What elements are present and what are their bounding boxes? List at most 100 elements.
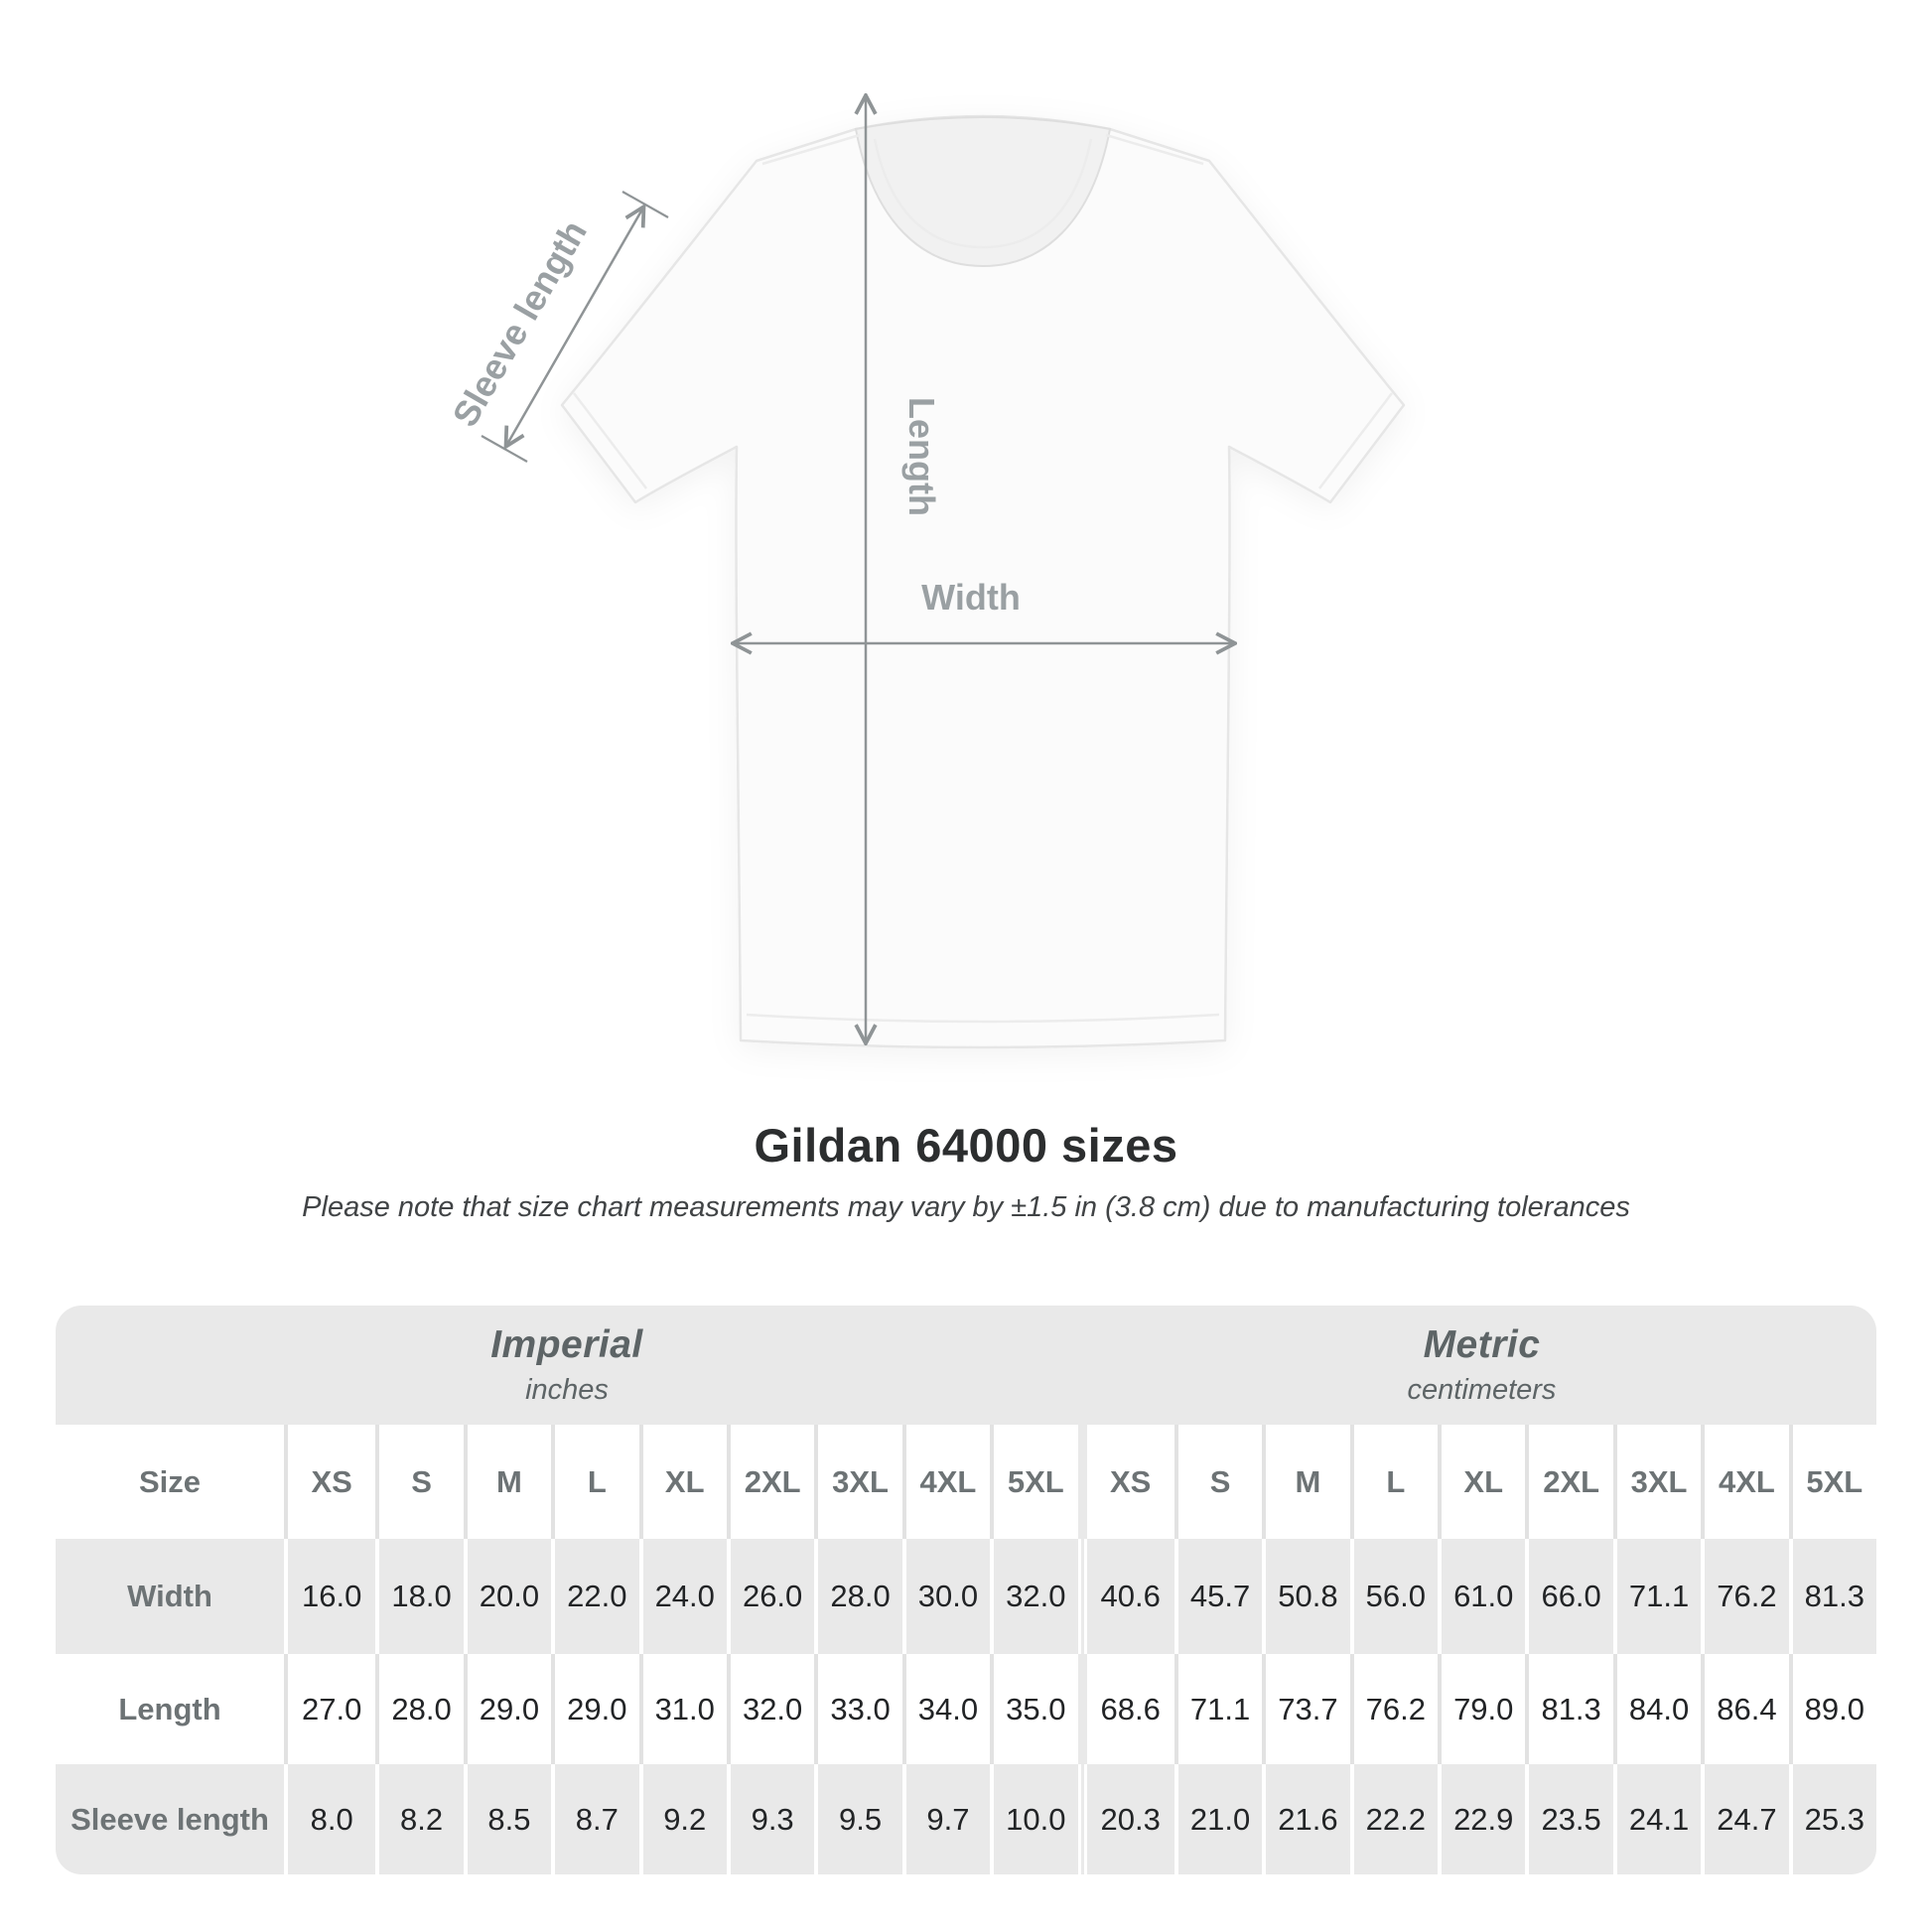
tshirt-body (560, 114, 1406, 1049)
value-cell: 40.6 (1100, 1579, 1161, 1613)
value-cell: 71.1 (1612, 1539, 1701, 1654)
value-cell: 76.2 (1349, 1654, 1438, 1764)
value-cell: 25.3 (1788, 1764, 1876, 1874)
value-cell: 8.0 (310, 1801, 353, 1837)
size-header-cell: S (375, 1425, 463, 1539)
value-cell: 24.7 (1701, 1764, 1788, 1874)
value-cell: 79.0 (1438, 1654, 1525, 1764)
value-cell: 81.3 (1788, 1539, 1876, 1654)
table-row-sleeve-length: Sleeve length 8.0 8.2 8.5 8.7 9.2 9.3 9.5 9.7 10… (56, 1764, 1876, 1874)
size-header-cell: S (1173, 1425, 1262, 1539)
left-shoulder-seam (761, 133, 861, 166)
size-header-cell: XS (1110, 1463, 1152, 1499)
value-cell: 8.2 (375, 1764, 463, 1874)
row-label: Length (56, 1654, 288, 1764)
value-cell: 86.4 (1701, 1654, 1788, 1764)
value-cell: 34.0 (901, 1654, 990, 1764)
row-label: Sleeve length (56, 1764, 288, 1874)
right-shoulder-seam (1105, 133, 1204, 166)
value-cell: 50.8 (1262, 1539, 1349, 1654)
size-header-cell: 3XL (814, 1425, 901, 1539)
imperial-size-headers: XS S M L XL 2XL 3XL 4XL 5XL (288, 1425, 1078, 1539)
tolerance-note: Please note that size chart measurements… (302, 1191, 1630, 1223)
value-cell: 27.0 (302, 1691, 362, 1726)
value-cell: 9.3 (726, 1764, 814, 1874)
size-header-cell: XL (638, 1425, 727, 1539)
unit-divider (1077, 1425, 1087, 1539)
value-cell: 32.0 (990, 1539, 1077, 1654)
tshirt-graphic (560, 114, 1406, 1049)
value-cell: 21.6 (1262, 1764, 1349, 1874)
tshirt-measurement-diagram: Length Width Sleeve length (444, 0, 1406, 1049)
sleeve-imperial-values: 8.0 8.2 8.5 8.7 9.2 9.3 9.5 9.7 10.0 (288, 1764, 1078, 1874)
size-header-cell: 2XL (1525, 1425, 1612, 1539)
length-imperial-values: 27.0 28.0 29.0 29.0 31.0 32.0 33.0 34.0 35.0 (288, 1654, 1078, 1764)
unit-divider (1077, 1539, 1087, 1654)
value-cell: 28.0 (375, 1654, 463, 1764)
size-header-cell: 2XL (726, 1425, 814, 1539)
size-column-label: Size (56, 1425, 288, 1539)
unit-group-row: Imperial inches Metric centimeters (56, 1306, 1876, 1425)
value-cell: 26.0 (726, 1539, 814, 1654)
value-cell: 29.0 (463, 1654, 551, 1764)
value-cell: 20.0 (463, 1539, 551, 1654)
unit-divider (1077, 1654, 1087, 1764)
size-header-cell: XS (311, 1463, 352, 1499)
value-cell: 24.0 (638, 1539, 727, 1654)
size-header-cell: M (463, 1425, 551, 1539)
value-cell: 76.2 (1701, 1539, 1788, 1654)
value-cell: 20.3 (1100, 1801, 1161, 1837)
value-cell: 31.0 (638, 1654, 727, 1764)
size-table: Imperial inches Metric centimeters Size … (56, 1306, 1876, 1874)
size-header-cell: M (1262, 1425, 1349, 1539)
metric-label: Metric (1423, 1323, 1541, 1366)
size-header-cell: 5XL (1788, 1425, 1876, 1539)
value-cell: 81.3 (1525, 1654, 1612, 1764)
width-label: Width (921, 577, 1021, 618)
value-cell: 18.0 (375, 1539, 463, 1654)
value-cell: 10.0 (990, 1764, 1077, 1874)
size-header-cell: L (551, 1425, 638, 1539)
value-cell: 73.7 (1262, 1654, 1349, 1764)
value-cell: 33.0 (814, 1654, 901, 1764)
length-label: Length (901, 397, 942, 516)
sleeve-arrow-bottom-tick (481, 435, 528, 463)
value-cell: 45.7 (1173, 1539, 1262, 1654)
size-header-cell: 4XL (901, 1425, 990, 1539)
value-cell: 8.5 (463, 1764, 551, 1874)
value-cell: 9.7 (901, 1764, 990, 1874)
value-cell: 21.0 (1173, 1764, 1262, 1874)
value-cell: 84.0 (1612, 1654, 1701, 1764)
value-cell: 16.0 (302, 1579, 362, 1613)
value-cell: 22.2 (1349, 1764, 1438, 1874)
imperial-label: Imperial (490, 1323, 643, 1366)
metric-group-header: Metric centimeters (1087, 1306, 1876, 1425)
value-cell: 89.0 (1788, 1654, 1876, 1764)
size-header-cell: XL (1438, 1425, 1525, 1539)
value-cell: 9.5 (814, 1764, 901, 1874)
value-cell: 22.9 (1438, 1764, 1525, 1874)
page-title: Gildan 64000 sizes (754, 1119, 1178, 1172)
sleeve-length-arrow (506, 207, 643, 446)
value-cell: 29.0 (551, 1654, 638, 1764)
group-divider (1078, 1306, 1087, 1425)
size-header-cell: L (1349, 1425, 1438, 1539)
hem-seam (746, 1013, 1220, 1024)
row-label: Width (56, 1539, 288, 1654)
value-cell: 30.0 (901, 1539, 990, 1654)
sleeve-arrow-top-tick (621, 191, 669, 218)
value-cell: 28.0 (814, 1539, 901, 1654)
value-cell: 61.0 (1438, 1539, 1525, 1654)
value-cell: 32.0 (726, 1654, 814, 1764)
value-cell: 71.1 (1173, 1654, 1262, 1764)
width-metric-values: 40.6 45.7 50.8 56.0 61.0 66.0 71.1 76.2 81.3 (1087, 1539, 1877, 1654)
width-imperial-values: 16.0 18.0 20.0 22.0 24.0 26.0 28.0 30.0 32.0 (288, 1539, 1078, 1654)
imperial-unit-label: inches (525, 1374, 609, 1406)
value-cell: 8.7 (551, 1764, 638, 1874)
size-header-row: Size XS S M L XL 2XL 3XL 4XL 5XL XS S M L XL 2XL 3XL 4X… (56, 1425, 1876, 1539)
value-cell: 22.0 (551, 1539, 638, 1654)
value-cell: 56.0 (1349, 1539, 1438, 1654)
value-cell: 66.0 (1525, 1539, 1612, 1654)
table-row-length: Length 27.0 28.0 29.0 29.0 31.0 32.0 33.0 34.0 3… (56, 1654, 1876, 1764)
